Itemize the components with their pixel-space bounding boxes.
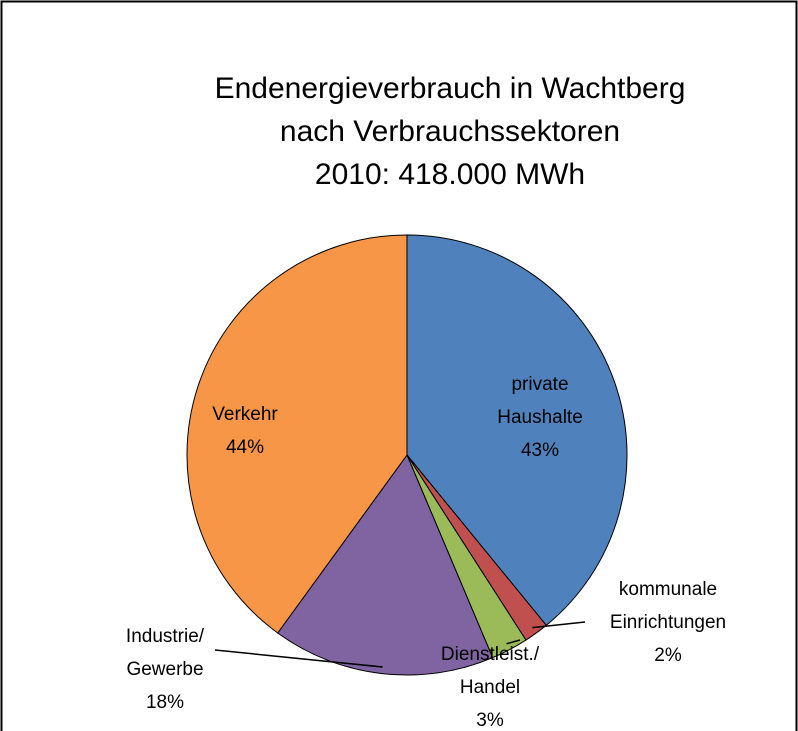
value-label: 44% (226, 437, 264, 458)
category-label: private Haushalte (497, 374, 583, 428)
pie-slice (276, 453, 494, 676)
leader-line (532, 621, 586, 629)
value-label: 3% (476, 710, 504, 731)
category-line: private (511, 374, 568, 395)
chart-title: nach Verbrauchssektoren (280, 115, 620, 148)
pie-slice (186, 234, 408, 634)
data-label: Dienstleist./ Handel 3% (441, 644, 540, 731)
category-line: Dienstleist./ (441, 644, 540, 665)
category-line: Verkehr (212, 404, 278, 425)
category-line: Haushalte (497, 407, 583, 428)
category-label: Verkehr (212, 404, 278, 425)
data-label: Industrie/Gewerbe 18% (126, 626, 205, 713)
chart-title: Endenergieverbrauch in Wachtberg (215, 72, 686, 105)
value-label: 2% (654, 645, 682, 666)
leader-line (506, 639, 521, 645)
category-line: Handel (460, 677, 520, 698)
value-label: 43% (521, 440, 559, 461)
category-label: Industrie/Gewerbe (126, 626, 205, 680)
category-line: Industrie/ (126, 626, 205, 647)
leader-line (214, 649, 383, 668)
value-label: 18% (146, 692, 184, 713)
category-line: Einrichtungen (610, 612, 726, 633)
pie-slice (406, 234, 628, 627)
data-label: Verkehr 44% (212, 404, 278, 458)
category-line: Gewerbe (126, 659, 203, 680)
chart-title: 2010: 418.000 MWh (315, 158, 585, 191)
data-label: kommunale Einrichtungen 2% (610, 579, 726, 666)
category-line: kommunale (619, 579, 717, 600)
category-label: Dienstleist./ Handel (441, 644, 540, 698)
data-label: private Haushalte 43% (497, 374, 583, 461)
category-label: kommunale Einrichtungen (610, 579, 726, 633)
